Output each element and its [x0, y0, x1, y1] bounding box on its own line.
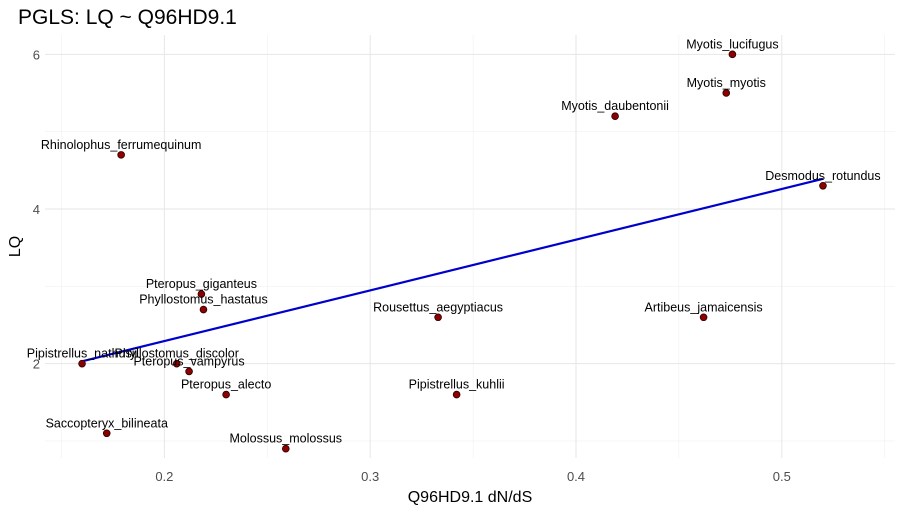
data-point: [281, 444, 290, 453]
y-tick-label: 6: [33, 47, 40, 62]
data-point: [185, 367, 193, 376]
grid-major: [45, 35, 895, 458]
x-axis-title: Q96HD9.1 dN/dS: [408, 489, 533, 506]
point-label: Molossus_molossus: [230, 432, 343, 446]
point-label: Pteropus_alecto: [181, 378, 271, 392]
points-layer: [78, 50, 827, 453]
chart-title: PGLS: LQ ~ Q96HD9.1: [18, 6, 237, 29]
fit-line-layer: [81, 177, 824, 363]
point-label: Desmodus_rotundus: [765, 169, 880, 183]
point-label: Rhinolophus_ferrumequinum: [41, 138, 202, 152]
point-label: Saccopteryx_bilineata: [46, 416, 168, 430]
data-point: [199, 305, 208, 314]
point-label: Pteropus_giganteus: [146, 277, 257, 291]
data-point: [728, 50, 737, 59]
tick-labels-layer: 0.2 0.3 0.4 0.5 2 4 6: [33, 47, 791, 484]
regression-line: [81, 177, 824, 363]
point-label: Pipistrellus_nathusii: [27, 347, 137, 361]
point-label: Phyllostomus_discolor: [115, 347, 239, 361]
data-point: [722, 89, 731, 97]
data-point: [452, 390, 461, 399]
point-label: Artibeus_jamaicensis: [645, 300, 763, 314]
point-label: Phyllostomus_hastatus: [139, 293, 268, 307]
data-point: [197, 290, 206, 298]
x-tick-label: 0.4: [567, 469, 585, 484]
x-tick-label: 0.3: [361, 469, 379, 484]
data-point: [611, 112, 619, 120]
y-tick-label: 4: [33, 202, 40, 217]
point-label: Myotis_myotis: [687, 76, 766, 90]
y-axis-title: LQ: [7, 236, 24, 257]
y-tick-label: 2: [33, 357, 40, 372]
data-point: [819, 181, 827, 190]
data-point: [117, 151, 125, 159]
data-point: [102, 429, 111, 438]
point-label: Rousettus_aegyptiacus: [373, 300, 503, 314]
x-tick-label: 0.5: [773, 469, 791, 484]
x-tick-label: 0.2: [155, 469, 173, 484]
data-point: [172, 359, 181, 368]
data-point: [222, 390, 230, 399]
point-label: Pipistrellus_kuhlii: [409, 378, 505, 392]
data-point: [434, 313, 442, 322]
point-labels-layer: Myotis_lucifugus Myotis_myotis Myotis_daub…: [27, 37, 881, 445]
point-label: Pteropus_vampyrus: [133, 354, 244, 368]
grid-minor: [45, 35, 895, 458]
point-label: Myotis_lucifugus: [686, 37, 778, 51]
point-label: Myotis_daubentonii: [561, 99, 669, 113]
data-point: [78, 359, 86, 368]
data-point: [699, 313, 708, 322]
